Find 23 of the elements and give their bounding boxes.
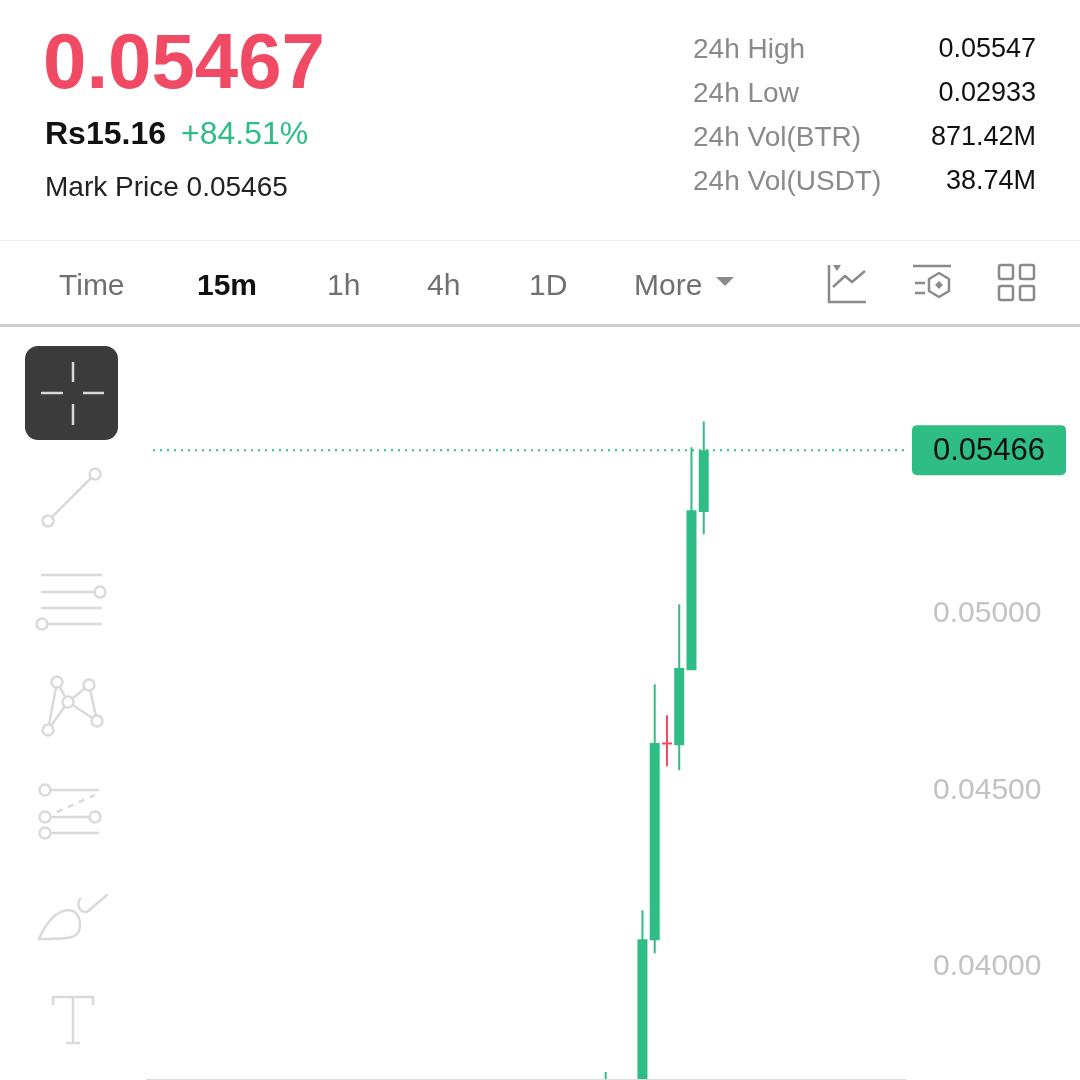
text: +84.51%: [181, 115, 309, 151]
candlestick: [661, 715, 672, 767]
text: 24h Vol(BTR): [693, 121, 862, 152]
text: 24h Low: [693, 77, 799, 108]
y-tick-label: 0.04000: [933, 947, 1042, 981]
text: 24h Vol(USDT): [693, 165, 882, 196]
text: Time: [59, 268, 125, 301]
text: More: [634, 268, 703, 301]
y-tick-label: 0.04500: [933, 771, 1042, 805]
text: 38.74M: [945, 165, 1036, 195]
text: 1h: [327, 268, 361, 301]
text: 871.42M: [930, 121, 1036, 151]
chart-title: 0.05467: [43, 17, 325, 105]
text: 0.02933: [938, 77, 1036, 107]
text: 1D: [529, 268, 568, 301]
y-tick-label: 0.05000: [933, 595, 1042, 629]
text: Mark Price 0.05465: [45, 171, 288, 202]
text: 4h: [427, 268, 461, 301]
text: Rs15.16: [45, 115, 166, 151]
text: 0.05547: [938, 33, 1036, 63]
text: 15m: [197, 268, 258, 301]
ref-line-label: 0.05466: [933, 431, 1046, 467]
text: 24h High: [693, 33, 806, 64]
